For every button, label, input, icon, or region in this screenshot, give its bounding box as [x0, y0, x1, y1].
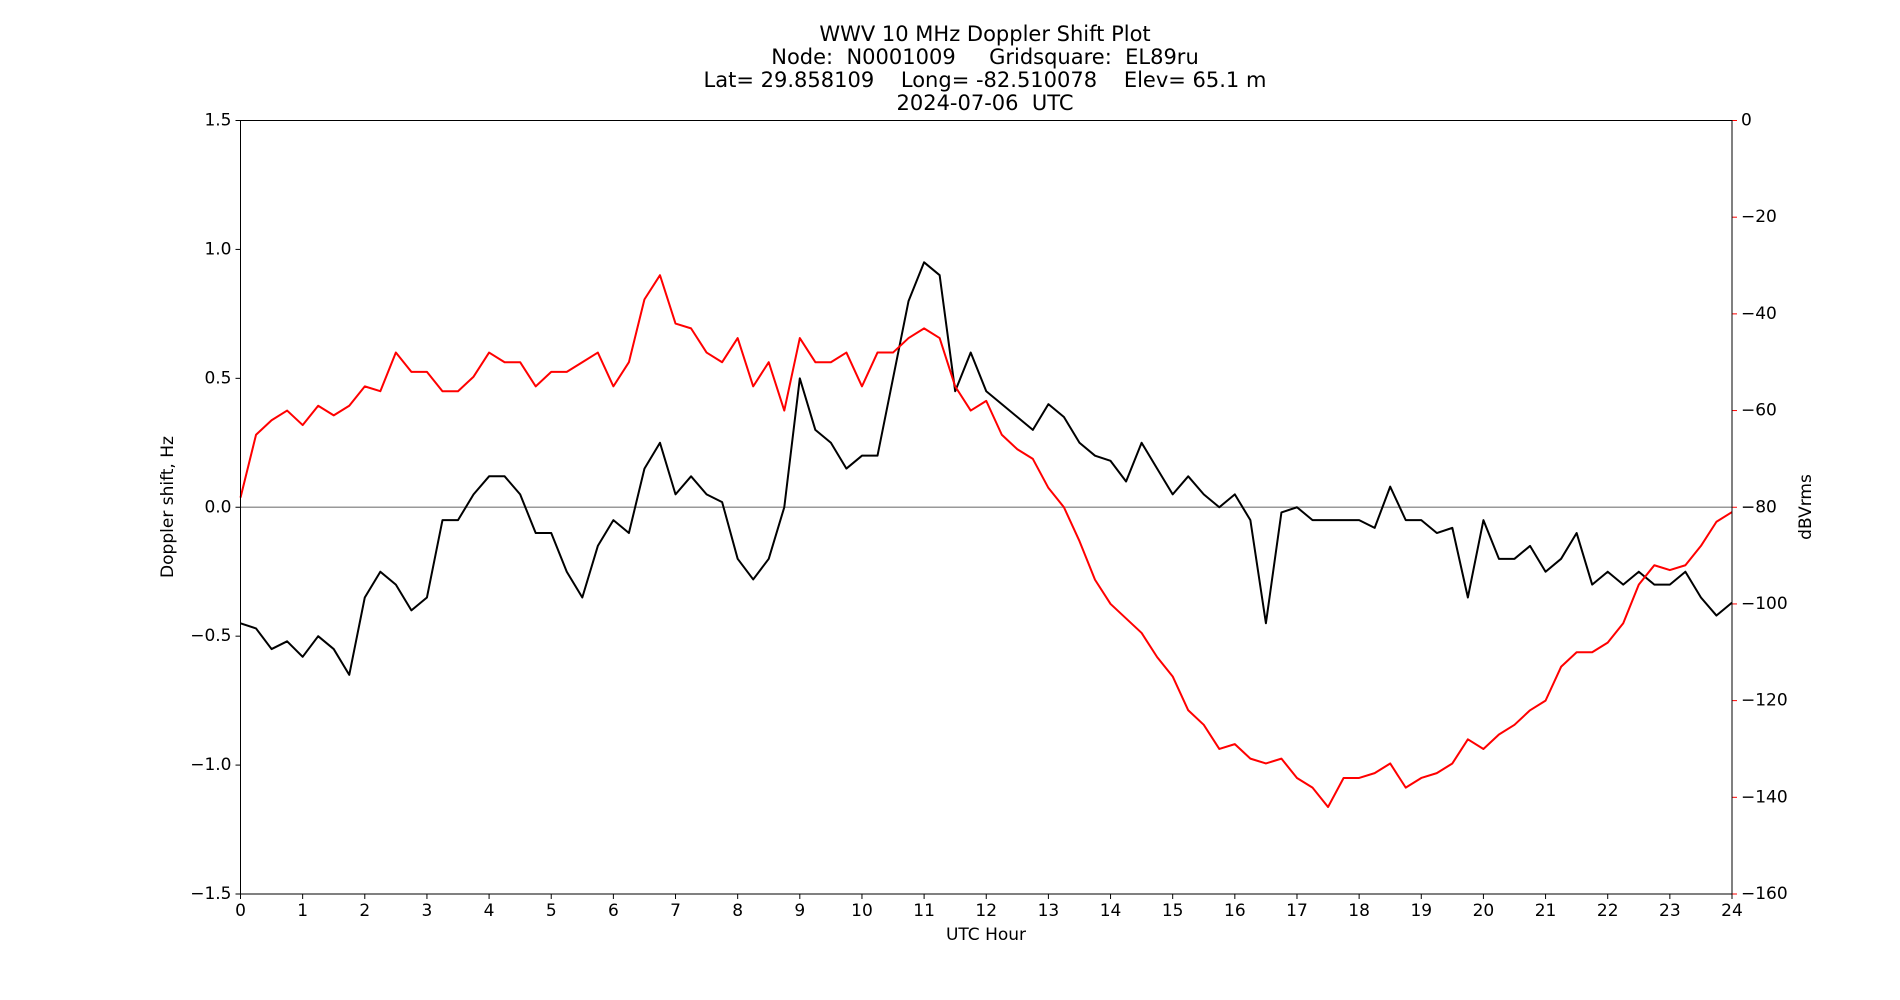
y2-tick-label: −60 [1741, 401, 1777, 421]
chart-subtitle: 2024-07-06 UTC [896, 91, 1073, 115]
y-axis-label: Doppler shift, Hz [158, 436, 178, 578]
x-tick-label: 24 [1721, 901, 1743, 921]
x-tick-label: 21 [1535, 901, 1557, 921]
y2-tick-label: −40 [1741, 304, 1777, 324]
x-tick-label: 0 [235, 901, 246, 921]
x-tick-label: 1 [297, 901, 308, 921]
y2-tick-label: −120 [1741, 691, 1788, 711]
x-tick-label: 8 [732, 901, 743, 921]
x-tick-label: 7 [670, 901, 681, 921]
y2-tick-label: −140 [1741, 787, 1788, 807]
x-tick-label: 18 [1348, 901, 1370, 921]
y-tick-label: 0.5 [204, 368, 231, 388]
series-line [239, 274, 1733, 808]
y2-tick-label: −20 [1741, 207, 1777, 227]
y-tick-label: −0.5 [190, 626, 231, 646]
x-tick-label: 5 [546, 901, 557, 921]
x-tick-label: 12 [975, 901, 997, 921]
x-tick-label: 6 [608, 901, 619, 921]
y-tick-label: −1.5 [190, 884, 231, 904]
y2-axis-label: dBVrms [1796, 474, 1816, 540]
x-tick-label: 3 [422, 901, 433, 921]
y-tick-label: 0.0 [204, 497, 231, 517]
y-tick-label: 1.5 [204, 111, 231, 131]
y2-tick-label: −160 [1741, 884, 1788, 904]
y2-tick-label: −80 [1741, 497, 1777, 517]
x-tick-label: 22 [1597, 901, 1619, 921]
y2-tick-label: −100 [1741, 594, 1788, 614]
x-tick-label: 19 [1410, 901, 1432, 921]
plot-frame [240, 120, 1733, 895]
x-tick-label: 10 [851, 901, 873, 921]
x-tick-label: 16 [1224, 901, 1246, 921]
x-tick-label: 17 [1286, 901, 1308, 921]
x-tick-label: 2 [359, 901, 370, 921]
chart-subtitle: Node: N0001009 Gridsquare: EL89ru [771, 45, 1199, 69]
chart-subtitle: Lat= 29.858109 Long= -82.510078 Elev= 65… [704, 68, 1267, 92]
x-tick-label: 15 [1162, 901, 1184, 921]
x-tick-label: 14 [1100, 901, 1122, 921]
chart-title: WWV 10 MHz Doppler Shift Plot [819, 22, 1150, 46]
series-line [240, 261, 1733, 676]
x-tick-label: 9 [794, 901, 805, 921]
x-axis-label: UTC Hour [946, 925, 1026, 945]
x-tick-label: 4 [484, 901, 495, 921]
y2-tick-label: 0 [1741, 111, 1752, 131]
y-tick-label: 1.0 [204, 239, 231, 259]
x-tick-label: 13 [1038, 901, 1060, 921]
x-tick-label: 11 [913, 901, 935, 921]
x-tick-label: 20 [1473, 901, 1495, 921]
x-tick-label: 23 [1659, 901, 1681, 921]
y-tick-label: −1.0 [190, 755, 231, 775]
